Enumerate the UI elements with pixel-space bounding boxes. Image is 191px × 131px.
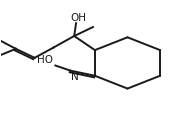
- Text: HO: HO: [37, 55, 53, 65]
- Text: OH: OH: [70, 13, 86, 23]
- Text: N: N: [71, 72, 79, 82]
